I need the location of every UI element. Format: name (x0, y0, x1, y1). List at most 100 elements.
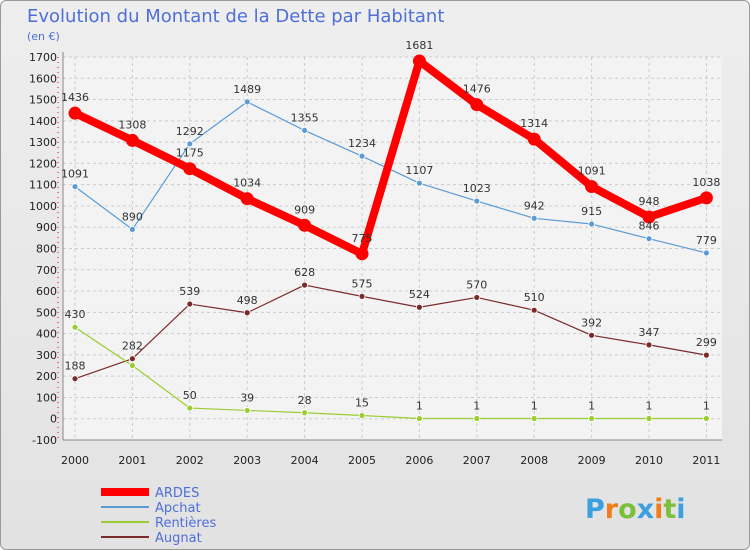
data-point[interactable] (71, 183, 79, 190)
data-point[interactable] (358, 412, 366, 419)
data-point[interactable] (358, 152, 366, 160)
y-tick-label: 500 (36, 306, 57, 319)
data-point[interactable] (68, 106, 82, 120)
data-label: 775 (352, 232, 373, 245)
data-point[interactable] (645, 341, 653, 349)
data-label: 628 (294, 266, 315, 279)
data-point[interactable] (128, 225, 136, 233)
series-line-augnat (74, 284, 707, 380)
data-point[interactable] (645, 415, 653, 422)
data-label: 15 (355, 397, 369, 410)
data-point[interactable] (183, 162, 197, 176)
chart-subtitle: (en €) (27, 30, 60, 43)
data-point[interactable] (301, 281, 309, 289)
data-label: 1023 (463, 182, 491, 195)
data-point[interactable] (186, 140, 194, 148)
y-tick-label: 900 (36, 221, 57, 234)
data-point[interactable] (358, 292, 366, 300)
data-label: 1091 (61, 168, 89, 181)
data-point[interactable] (186, 300, 194, 308)
data-label: 1 (703, 400, 710, 413)
y-tick-label: 100 (36, 391, 57, 404)
data-label: 570 (466, 278, 487, 291)
data-label: 299 (696, 336, 717, 349)
data-point[interactable] (415, 179, 423, 187)
brand-logo: Proxiti (585, 494, 686, 525)
data-point[interactable] (527, 132, 541, 146)
x-tick-label: 2002 (176, 454, 204, 467)
data-label: 392 (581, 316, 602, 329)
data-label: 430 (65, 308, 86, 321)
data-point[interactable] (412, 54, 426, 68)
data-point[interactable] (699, 191, 713, 205)
data-label: 1234 (348, 137, 376, 150)
data-label: 50 (183, 389, 197, 402)
series-line-rentières (74, 326, 707, 420)
data-point[interactable] (703, 249, 710, 257)
data-point[interactable] (71, 323, 79, 331)
data-point[interactable] (186, 404, 194, 412)
data-point[interactable] (588, 415, 595, 422)
y-tick-label: 400 (36, 328, 57, 341)
y-tick-label: 1600 (29, 72, 57, 85)
data-label: 1489 (233, 83, 261, 96)
y-tick-label: 1300 (29, 136, 57, 149)
x-tick-label: 2000 (61, 454, 89, 467)
data-point[interactable] (240, 192, 254, 206)
data-point[interactable] (301, 409, 309, 417)
data-point[interactable] (473, 415, 481, 422)
data-point[interactable] (243, 98, 251, 106)
data-label: 1107 (405, 164, 433, 177)
data-point[interactable] (530, 214, 538, 222)
data-point[interactable] (243, 407, 251, 414)
data-point[interactable] (530, 306, 538, 314)
y-tick-label: -100 (32, 434, 57, 447)
data-point[interactable] (530, 415, 538, 422)
data-label: 1 (531, 400, 538, 413)
x-tick-label: 2003 (233, 454, 261, 467)
data-label: 188 (65, 360, 86, 373)
data-point[interactable] (642, 210, 656, 224)
y-tick-label: 0 (50, 413, 57, 426)
data-point[interactable] (125, 133, 139, 147)
data-label: 909 (294, 203, 315, 216)
data-label: 779 (696, 234, 717, 247)
y-tick-label: 300 (36, 349, 57, 362)
data-point[interactable] (470, 98, 484, 112)
legend-label: Rentières (155, 516, 216, 531)
data-point[interactable] (71, 375, 79, 383)
data-point[interactable] (703, 351, 710, 359)
legend-label: ARDES (155, 486, 199, 501)
data-point[interactable] (128, 362, 136, 369)
data-point[interactable] (301, 127, 309, 134)
data-point[interactable] (645, 235, 653, 243)
data-point[interactable] (298, 218, 312, 232)
data-point[interactable] (128, 355, 136, 363)
data-point[interactable] (415, 303, 423, 311)
series-line-ardes (73, 57, 708, 258)
y-tick-label: 1000 (29, 200, 57, 213)
data-point[interactable] (588, 220, 595, 228)
y-tick-label: 800 (36, 243, 57, 256)
x-tick-label: 2001 (118, 454, 146, 467)
data-point[interactable] (473, 197, 481, 205)
data-point[interactable] (588, 331, 595, 339)
data-point[interactable] (243, 309, 251, 317)
data-label: 347 (639, 326, 660, 339)
data-label: 575 (352, 277, 373, 290)
brand-logo-letter: i (654, 494, 663, 525)
data-label: 1292 (176, 125, 204, 138)
data-point[interactable] (473, 294, 481, 301)
data-point[interactable] (703, 415, 710, 422)
data-label: 524 (409, 288, 430, 301)
legend-label: Apchat (155, 501, 201, 516)
x-tick-label: 2005 (348, 454, 376, 467)
y-tick-label: 1400 (29, 115, 57, 128)
data-point[interactable] (355, 247, 369, 261)
data-point[interactable] (415, 415, 423, 422)
data-point[interactable] (585, 180, 599, 194)
y-tick-label: 600 (36, 285, 57, 298)
x-tick-label: 2004 (291, 454, 319, 467)
x-tick-label: 2009 (578, 454, 606, 467)
